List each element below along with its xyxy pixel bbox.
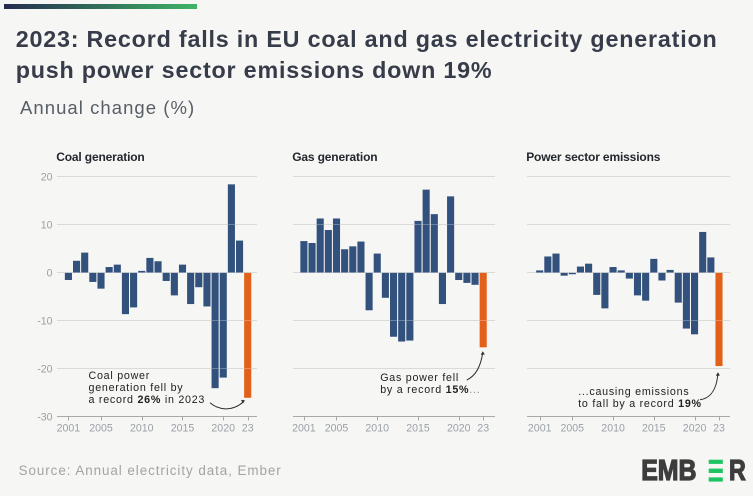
svg-text:2015: 2015 <box>406 422 430 434</box>
svg-text:2005: 2005 <box>89 422 113 434</box>
svg-text:20: 20 <box>41 171 53 183</box>
svg-text:23: 23 <box>713 422 725 434</box>
svg-text:R: R <box>729 455 746 487</box>
svg-text:10: 10 <box>41 219 53 231</box>
svg-text:2020: 2020 <box>683 422 707 434</box>
svg-text:2005: 2005 <box>561 422 585 434</box>
svg-text:2001: 2001 <box>528 422 552 434</box>
svg-text:EMB: EMB <box>641 455 696 487</box>
svg-text:2010: 2010 <box>130 422 154 434</box>
svg-text:2020: 2020 <box>447 422 471 434</box>
svg-text:0: 0 <box>47 268 53 280</box>
svg-text:2010: 2010 <box>601 422 625 434</box>
svg-text:2015: 2015 <box>642 422 666 434</box>
svg-text:-20: -20 <box>37 364 52 376</box>
svg-text:2005: 2005 <box>325 422 349 434</box>
svg-text:23: 23 <box>242 422 254 434</box>
svg-text:23: 23 <box>477 422 489 434</box>
svg-text:-10: -10 <box>37 316 52 328</box>
svg-text:2001: 2001 <box>57 422 81 434</box>
svg-text:2020: 2020 <box>211 422 235 434</box>
svg-text:2015: 2015 <box>171 422 195 434</box>
svg-text:2010: 2010 <box>365 422 389 434</box>
svg-text:2001: 2001 <box>292 422 316 434</box>
svg-text:-30: -30 <box>37 412 52 424</box>
